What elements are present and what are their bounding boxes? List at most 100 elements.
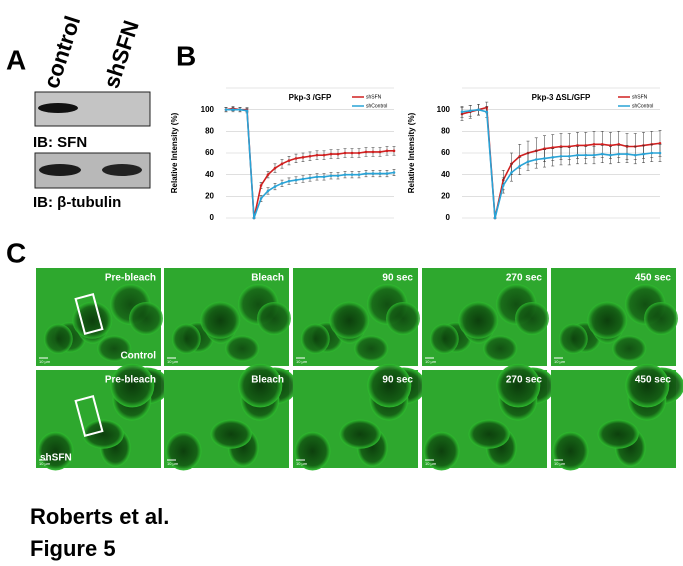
y-tick-label: 80 bbox=[205, 126, 214, 135]
cell bbox=[82, 419, 124, 449]
cell bbox=[43, 323, 73, 355]
panel-letter: A bbox=[6, 44, 26, 75]
point bbox=[658, 151, 662, 155]
cell bbox=[558, 323, 588, 355]
point bbox=[543, 157, 546, 160]
scale-label: 10 µm bbox=[39, 359, 51, 364]
point bbox=[378, 172, 382, 175]
y-tick-label: 0 bbox=[210, 213, 215, 222]
point bbox=[526, 160, 530, 163]
point bbox=[266, 189, 270, 193]
point bbox=[329, 152, 333, 156]
y-tick-label: 100 bbox=[201, 105, 215, 114]
point bbox=[592, 143, 596, 146]
point bbox=[493, 216, 497, 220]
point bbox=[633, 153, 637, 157]
scale-label: 10 µm bbox=[554, 359, 566, 364]
point bbox=[617, 152, 621, 156]
cell bbox=[612, 335, 647, 362]
y-tick-label: 80 bbox=[441, 126, 450, 135]
band bbox=[38, 103, 78, 113]
point bbox=[287, 179, 291, 183]
cell bbox=[171, 323, 201, 355]
point bbox=[287, 159, 291, 162]
timepoint-label: 90 sec bbox=[382, 273, 413, 284]
legend-label: shSFN bbox=[366, 94, 382, 100]
point bbox=[322, 153, 326, 157]
scale-label: 10 µm bbox=[167, 359, 179, 364]
point bbox=[534, 158, 538, 161]
point bbox=[485, 110, 489, 114]
y-tick-label: 60 bbox=[441, 148, 450, 157]
point bbox=[501, 184, 505, 187]
point bbox=[238, 108, 242, 111]
legend-label: shControl bbox=[366, 103, 387, 109]
y-tick-label: 0 bbox=[446, 213, 451, 222]
cell bbox=[165, 431, 202, 471]
timepoint-label: Pre-bleach bbox=[105, 375, 156, 386]
point bbox=[301, 156, 305, 159]
point bbox=[600, 152, 604, 156]
cell bbox=[37, 431, 74, 471]
row-label: Control bbox=[120, 351, 156, 362]
cell bbox=[587, 301, 628, 339]
micrograph: 270 sec 10 µm bbox=[422, 268, 550, 366]
point bbox=[609, 144, 612, 147]
cell bbox=[129, 301, 164, 336]
cell bbox=[552, 431, 589, 471]
point bbox=[357, 151, 361, 155]
point bbox=[658, 141, 662, 145]
point bbox=[518, 164, 522, 168]
point bbox=[336, 174, 340, 178]
cell bbox=[97, 335, 132, 362]
scale-label: 10 µm bbox=[296, 461, 308, 466]
micrograph: 90 sec 10 µm bbox=[293, 268, 421, 366]
cell bbox=[515, 301, 550, 336]
cell bbox=[483, 335, 518, 362]
micrograph: 90 sec 10 µm bbox=[293, 363, 427, 471]
point bbox=[329, 174, 333, 178]
point bbox=[642, 152, 645, 156]
point bbox=[468, 109, 472, 113]
y-tick-label: 60 bbox=[205, 148, 214, 157]
point bbox=[259, 197, 263, 200]
point bbox=[559, 145, 563, 148]
scale-label: 10 µm bbox=[39, 461, 51, 466]
timepoint-label: Pre-bleach bbox=[105, 273, 156, 284]
y-tick-label: 20 bbox=[205, 191, 214, 200]
point bbox=[266, 173, 270, 176]
point bbox=[625, 152, 629, 156]
point bbox=[385, 149, 389, 153]
scale-label: 10 µm bbox=[167, 461, 179, 466]
bleach-roi bbox=[74, 293, 104, 335]
cell bbox=[429, 323, 459, 355]
cell bbox=[238, 363, 283, 408]
micrograph: 450 sec 10 µm bbox=[551, 363, 683, 471]
point bbox=[371, 172, 375, 175]
point bbox=[252, 216, 256, 220]
point bbox=[551, 146, 555, 149]
blot-label: IB: SFN bbox=[33, 134, 87, 151]
panel-letter: B bbox=[176, 40, 196, 71]
point bbox=[378, 150, 382, 154]
chart-title: Pkp-3 ΔSL/GFP bbox=[532, 93, 591, 102]
legend-label: shSFN bbox=[632, 94, 648, 100]
cell bbox=[625, 363, 670, 408]
point bbox=[322, 175, 326, 179]
point bbox=[460, 110, 464, 114]
point bbox=[543, 147, 546, 150]
timepoint-label: 450 sec bbox=[635, 375, 672, 386]
cell bbox=[496, 363, 541, 408]
scale-label: 10 µm bbox=[425, 359, 437, 364]
scale-label: 10 µm bbox=[425, 461, 437, 466]
cell bbox=[329, 301, 370, 339]
y-tick-label: 20 bbox=[441, 191, 450, 200]
point bbox=[392, 171, 396, 174]
point bbox=[280, 182, 284, 185]
point bbox=[343, 151, 347, 155]
caption: Figure 5 bbox=[30, 536, 116, 561]
cell bbox=[644, 301, 679, 336]
point bbox=[567, 145, 571, 148]
cell bbox=[294, 431, 331, 471]
